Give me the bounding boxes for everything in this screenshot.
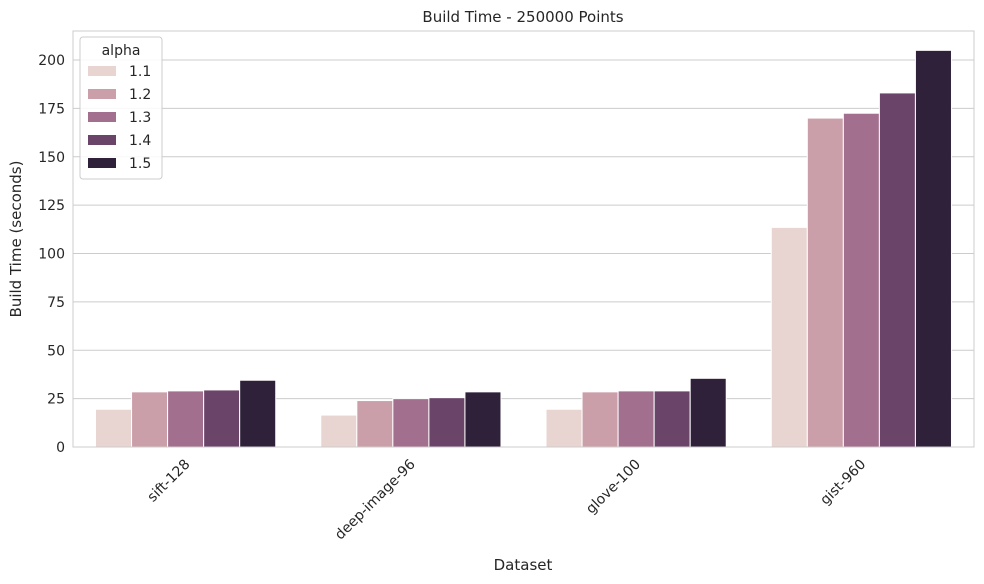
bar [581, 391, 619, 448]
bar [320, 414, 358, 448]
chart-title: Build Time - 250000 Points [422, 8, 623, 26]
y-tick-label: 175 [38, 101, 65, 117]
legend[interactable]: alpha 1.1 1.2 1.3 1.4 1.5 [79, 36, 163, 180]
legend-entry: 1.4 [129, 133, 151, 149]
y-tick-label: 75 [47, 295, 65, 311]
y-tick-label: 100 [38, 247, 65, 263]
legend-swatch [88, 112, 116, 122]
legend-entry: 1.2 [129, 87, 151, 103]
legend-swatch [88, 158, 116, 168]
y-tick-label: 50 [47, 343, 65, 359]
y-tick-label: 125 [38, 198, 65, 214]
bar [167, 390, 205, 448]
legend-swatch [88, 135, 116, 145]
x-axis-label: Dataset [494, 556, 553, 574]
bar [842, 112, 880, 448]
y-tick-label: 200 [38, 53, 65, 69]
y-tick-label: 25 [47, 392, 65, 408]
bar [806, 117, 844, 448]
x-tick-label: glove-100 [583, 457, 644, 518]
x-tick-label: deep-image-96 [332, 456, 419, 543]
legend-entry: 1.3 [129, 110, 151, 126]
x-tick-label: gist-960 [817, 457, 869, 509]
bar [617, 390, 655, 448]
bar [95, 408, 133, 448]
bar [653, 390, 691, 448]
bar [464, 391, 502, 448]
y-tick-labels: 0 25 50 75 100 125 150 175 200 [38, 53, 65, 456]
bars [95, 49, 952, 448]
bar [131, 391, 169, 448]
bar [203, 389, 241, 448]
legend-swatch [88, 66, 116, 76]
bar [356, 400, 394, 448]
bar [689, 377, 727, 448]
bar [428, 397, 466, 448]
bar [878, 92, 916, 448]
x-tick-labels: sift-128 deep-image-96 glove-100 gist-960 [145, 456, 870, 543]
y-tick-label: 0 [56, 440, 65, 456]
plot-frame [72, 30, 975, 448]
legend-swatch [88, 89, 116, 99]
bar [239, 379, 277, 448]
legend-title: alpha [102, 43, 141, 59]
legend-items: 1.1 1.2 1.3 1.4 1.5 [88, 64, 151, 172]
bar [392, 398, 430, 448]
y-axis-label: Build Time (seconds) [7, 161, 25, 318]
y-tick-label: 150 [38, 150, 65, 166]
bar [545, 408, 583, 448]
bar [770, 226, 808, 448]
x-tick-label: sift-128 [145, 457, 194, 506]
bar [914, 49, 952, 448]
legend-entry: 1.1 [129, 64, 151, 80]
legend-entry: 1.5 [129, 156, 151, 172]
